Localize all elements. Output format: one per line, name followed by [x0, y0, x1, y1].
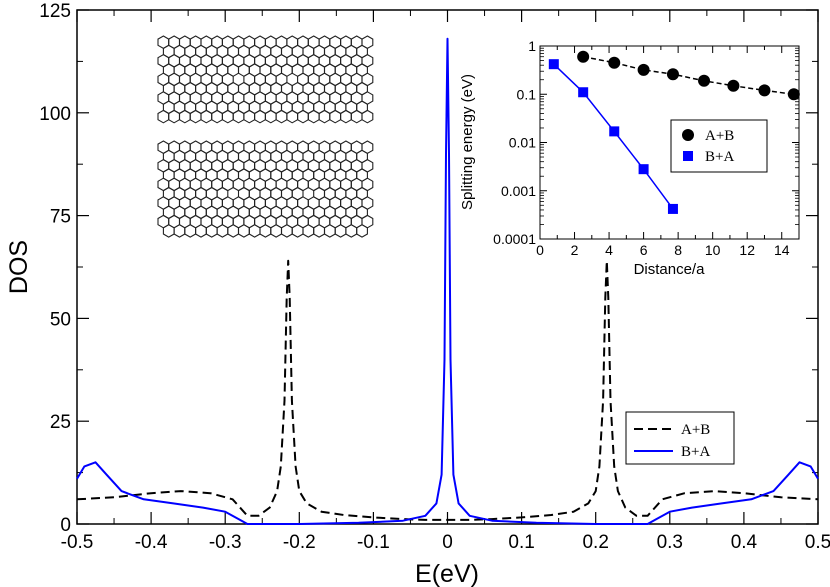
inset-x-tick-label: 8 — [674, 242, 682, 258]
main-x-tick-label: -0.4 — [135, 532, 168, 553]
inset-point-ab — [787, 88, 800, 101]
main-series-group — [76, 37, 819, 525]
main-axis-ticks: -0.5 -0.4 -0.3 -0.2 -0.1 0 0.1 0.2 0.3 0.4 0.5 0 25 5… — [39, 1, 830, 553]
legend-label-ab: A+B — [681, 422, 710, 438]
lattice-hexagon — [361, 109, 374, 124]
main-x-tick-label: -0.3 — [209, 532, 242, 553]
main-x-tick-label: 0 — [442, 532, 453, 553]
main-series-line-ba — [76, 37, 819, 525]
main-x-tick-label: 0.5 — [805, 532, 830, 553]
main-x-tick-label: 0.2 — [582, 532, 608, 553]
inset-y-tick-label: 0.01 — [509, 135, 536, 151]
inset-point-ab — [666, 68, 679, 81]
main-y-tick-label: 125 — [39, 1, 71, 22]
main-x-axis-title: E(eV) — [415, 560, 479, 587]
inset-chart: 0 2 4 6 8 10 12 14 0.0001 0.001 0.01 0.1 1 Distance/… — [459, 38, 800, 278]
main-x-tick-label: 0.4 — [731, 532, 758, 553]
legend-label-ba: B+A — [681, 444, 710, 460]
main-y-tick-label: 0 — [60, 515, 71, 536]
inset-x-tick-label: 2 — [571, 242, 579, 258]
lattice-illustration-top — [157, 35, 376, 124]
inset-x-tick-label: 10 — [705, 242, 721, 258]
inset-y-tick-label: 0.001 — [501, 183, 536, 199]
inset-point-ba — [638, 164, 649, 175]
inset-x-tick-label: 12 — [739, 242, 755, 258]
inset-legend-marker-ba — [683, 151, 693, 161]
main-y-axis-title: DOS — [5, 240, 33, 294]
inset-point-ab — [577, 50, 590, 63]
main-y-tick-label: 50 — [50, 309, 71, 330]
inset-y-tick-label: 0.0001 — [493, 231, 536, 247]
inset-x-tick-label: 4 — [605, 242, 613, 258]
main-legend: A+B B+A — [625, 411, 735, 465]
lattice-hexagon — [356, 224, 368, 238]
inset-x-tick-label: 14 — [774, 242, 790, 258]
inset-legend-label-ab: A+B — [705, 128, 734, 144]
inset-point-ab — [758, 84, 771, 97]
inset-point-ba — [667, 203, 678, 214]
main-x-tick-label: 0.1 — [508, 532, 534, 553]
inset-point-ab — [698, 74, 711, 87]
inset-legend: A+B B+A — [670, 119, 768, 173]
inset-legend-marker-ab — [682, 129, 694, 141]
inset-y-axis-title: Splitting energy (eV) — [459, 74, 476, 210]
inset-point-ab — [637, 63, 650, 76]
main-x-tick-label: -0.2 — [283, 532, 316, 553]
inset-x-tick-label: 6 — [640, 242, 648, 258]
inset-x-axis-title: Distance/a — [634, 261, 706, 278]
lattice-illustration-bottom — [157, 140, 376, 238]
inset-y-tick-label: 0.1 — [517, 86, 537, 102]
inset-point-ab — [727, 79, 740, 92]
main-series-line-ab — [76, 259, 819, 521]
main-y-tick-label: 75 — [50, 207, 71, 228]
main-x-tick-label: 0.3 — [657, 532, 683, 553]
inset-point-ba — [609, 126, 620, 137]
inset-point-ba — [578, 87, 589, 98]
main-x-tick-label: -0.1 — [357, 532, 390, 553]
main-x-tick-label: -0.5 — [61, 532, 94, 553]
inset-legend-label-ba: B+A — [705, 149, 734, 165]
inset-y-tick-label: 1 — [528, 38, 536, 54]
inset-point-ba — [548, 59, 559, 70]
inset-x-tick-label: 0 — [536, 242, 544, 258]
main-y-tick-label: 25 — [50, 412, 71, 433]
main-y-tick-label: 100 — [39, 104, 71, 125]
inset-point-ab — [608, 56, 621, 69]
